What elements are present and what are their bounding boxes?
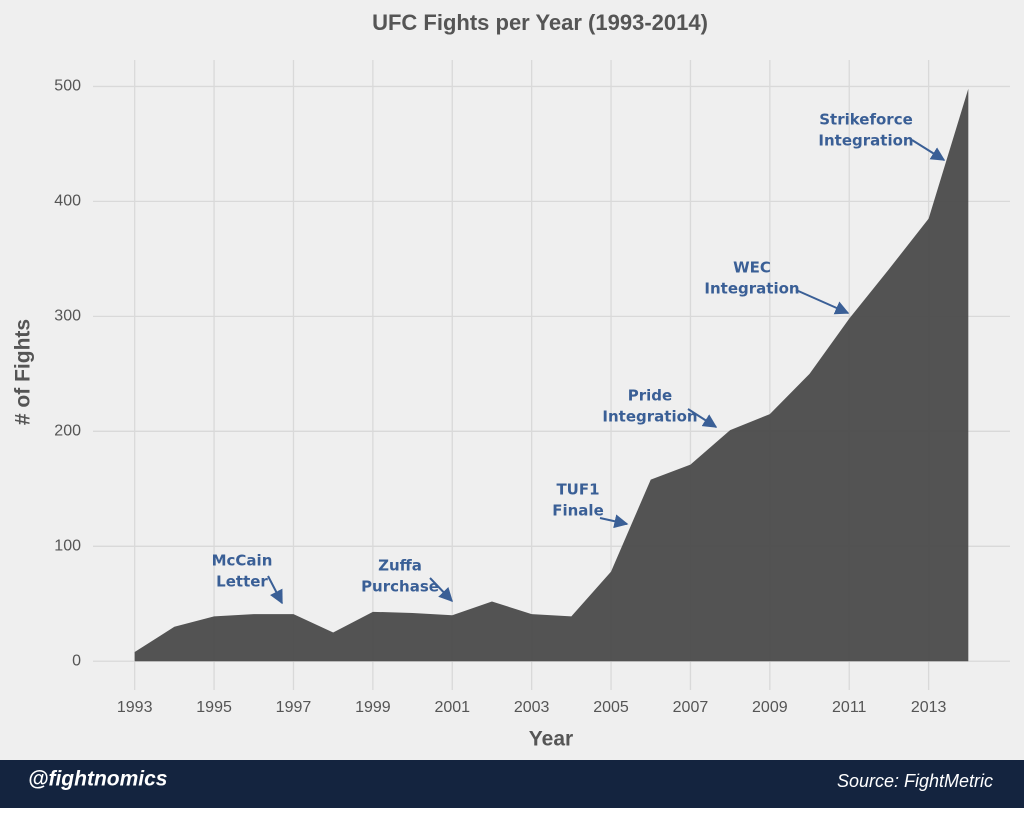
y-tick-label: 200: [54, 423, 81, 440]
annotation: Integration: [818, 132, 913, 150]
x-tick-label: 2011: [832, 699, 867, 716]
footer-source: Source: FightMetric: [837, 771, 993, 791]
annotation-arrow: [267, 575, 283, 605]
annotation: TUF1: [556, 481, 599, 499]
annotation: Letter: [216, 573, 268, 591]
x-tick-label: 1995: [196, 699, 232, 716]
x-tick-label: 1999: [355, 699, 391, 716]
annotation: Zuffa: [378, 557, 422, 575]
x-tick-label: 2001: [434, 699, 470, 716]
annotation-arrow: [795, 289, 850, 315]
x-axis-label: Year: [529, 728, 573, 751]
x-tick-label: 2009: [752, 699, 788, 716]
annotation: WEC: [733, 259, 771, 277]
x-tick-label: 2007: [673, 699, 709, 716]
x-tick-label: 1997: [276, 699, 312, 716]
annotation-arrow: [687, 408, 718, 428]
annotation: Pride: [628, 387, 672, 405]
x-tick-label: 1993: [117, 699, 153, 716]
area: [134, 88, 969, 662]
annotation-arrow: [599, 514, 629, 529]
footer-bar: [0, 760, 1024, 808]
y-tick-label: 400: [54, 193, 81, 210]
x-tick-label: 2005: [593, 699, 629, 716]
y-tick-label: 300: [54, 308, 81, 325]
annotation: Purchase: [361, 578, 439, 596]
annotation: Integration: [704, 280, 799, 298]
annotation: McCain: [212, 552, 273, 570]
footer-handle: @fightnomics: [28, 768, 167, 791]
annotation: Integration: [602, 408, 697, 426]
annotation: Strikeforce: [819, 111, 913, 129]
y-tick-label: 500: [54, 78, 81, 95]
annotation-arrow: [911, 139, 946, 161]
x-tick-label: 2013: [911, 699, 947, 716]
y-tick-label: 0: [72, 652, 81, 669]
x-tick-label: 2003: [514, 699, 550, 716]
chart-title: UFC Fights per Year (1993-2014): [372, 10, 708, 35]
y-axis-label: # of Fights: [12, 319, 35, 425]
y-tick-label: 100: [54, 538, 81, 555]
annotation-arrow: [429, 577, 453, 603]
annotation: Finale: [552, 502, 604, 520]
